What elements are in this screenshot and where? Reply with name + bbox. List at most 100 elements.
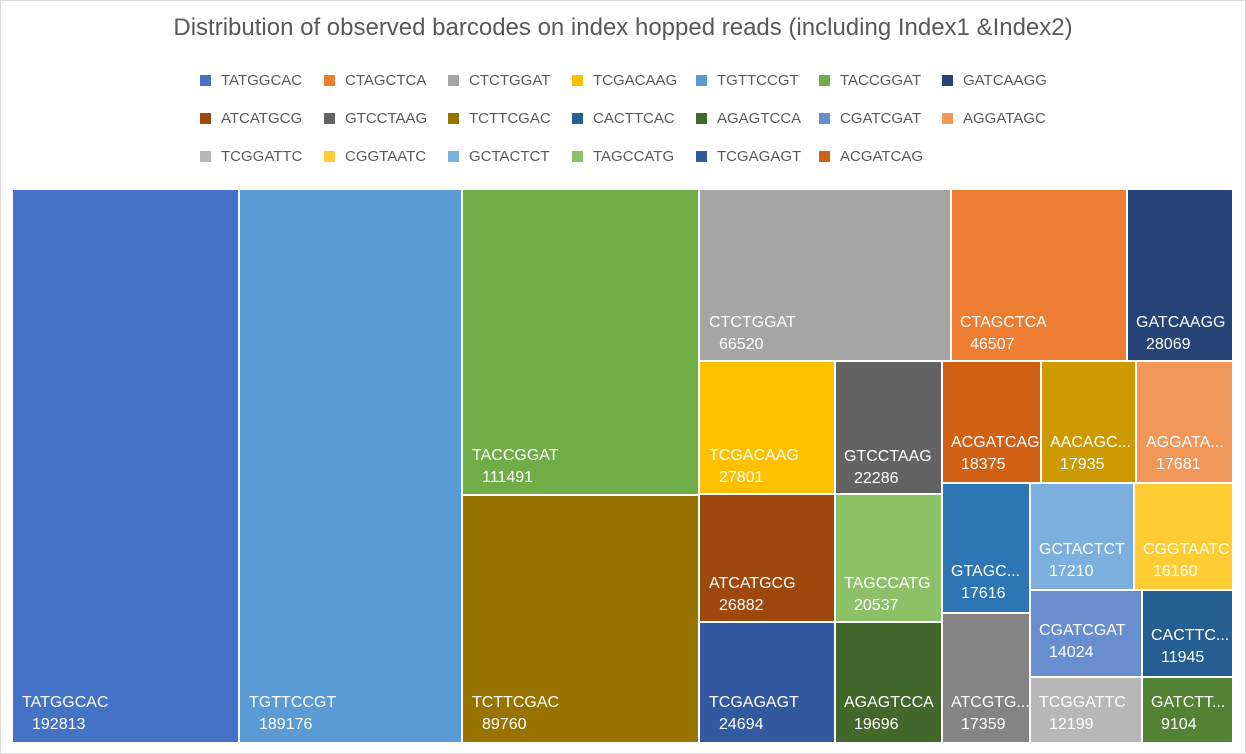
treemap-cell-rect bbox=[1143, 678, 1232, 742]
legend-label: TACCGGAT bbox=[840, 72, 922, 89]
legend-item: CGATCGAT bbox=[819, 110, 921, 127]
treemap-cell-rect bbox=[13, 190, 238, 742]
legend-swatch bbox=[200, 113, 211, 124]
treemap-cell: CACTTC... 11945 bbox=[1143, 591, 1232, 676]
treemap-cell-rect bbox=[1137, 362, 1232, 482]
legend-item: TACCGGAT bbox=[819, 72, 921, 89]
treemap-cell-rect bbox=[1143, 591, 1232, 676]
treemap-cell-label: ATCGTG... bbox=[951, 694, 1030, 711]
treemap-cell-value: 27801 bbox=[719, 469, 764, 486]
legend-item: CTCTGGAT bbox=[448, 72, 550, 89]
legend-item: AGGATAGC bbox=[942, 110, 1046, 127]
treemap-cell-label: TCGAGAGT bbox=[709, 694, 799, 711]
treemap-cell-rect bbox=[943, 484, 1029, 612]
treemap-cell: TAGCCATG 20537 bbox=[836, 495, 941, 621]
treemap-cell-rect bbox=[836, 623, 941, 742]
legend-item: TCGAGAGT bbox=[696, 148, 801, 165]
treemap-cell-rect bbox=[952, 190, 1126, 360]
treemap-cell-value: 24694 bbox=[719, 716, 764, 733]
legend-item: TCTTCGAC bbox=[448, 110, 551, 127]
legend-swatch bbox=[572, 151, 583, 162]
legend-swatch bbox=[200, 151, 211, 162]
legend-swatch bbox=[324, 75, 335, 86]
treemap-cell-value: 189176 bbox=[259, 716, 312, 733]
treemap-cell-value: 22286 bbox=[854, 470, 899, 487]
legend-swatch bbox=[324, 151, 335, 162]
treemap-cell-label: GTAGC... bbox=[951, 563, 1020, 580]
legend-label: TGTTCCGT bbox=[717, 72, 799, 89]
treemap-cell-value: 17616 bbox=[961, 585, 1006, 602]
treemap-cell: ATCGTG... 17359 bbox=[943, 614, 1030, 742]
treemap-cell-rect bbox=[1031, 591, 1141, 676]
treemap-cell-label: TACCGGAT bbox=[472, 447, 559, 464]
treemap-cell-label: TCGACAAG bbox=[709, 447, 799, 464]
treemap-cell-value: 9104 bbox=[1161, 716, 1197, 733]
treemap-cell-label: CACTTC... bbox=[1151, 627, 1229, 644]
treemap-cell-value: 11945 bbox=[1161, 649, 1204, 666]
legend-item: TAGCCATG bbox=[572, 148, 674, 165]
treemap-cell: TCGAGAGT 24694 bbox=[700, 623, 834, 742]
treemap-cell: TATGGCAC 192813 bbox=[13, 190, 238, 742]
legend-label: GATCAAGG bbox=[963, 72, 1047, 89]
treemap-cell-value: 12199 bbox=[1049, 716, 1094, 733]
treemap-cell: TACCGGAT 111491 bbox=[463, 190, 698, 494]
treemap-cell-value: 89760 bbox=[482, 716, 527, 733]
legend-label: AGGATAGC bbox=[963, 110, 1046, 127]
treemap-cell-rect bbox=[1031, 678, 1141, 742]
treemap-cell-label: AGGATA... bbox=[1146, 434, 1224, 451]
treemap-cell-label: AACAGC... bbox=[1050, 434, 1131, 451]
treemap-cell: CTCTGGAT 66520 bbox=[700, 190, 950, 360]
legend-item: CGGTAATC bbox=[324, 148, 426, 165]
legend-item: TCGGATTC bbox=[200, 148, 302, 165]
treemap-cell-label: CTCTGGAT bbox=[709, 314, 796, 331]
legend-swatch bbox=[942, 75, 953, 86]
treemap-cell-rect bbox=[1042, 362, 1135, 482]
treemap-cell-value: 192813 bbox=[32, 716, 85, 733]
legend-label: TCGACAAG bbox=[593, 72, 678, 89]
treemap-cell-value: 20537 bbox=[854, 597, 899, 614]
treemap-cell: CGGTAATC 16160 bbox=[1135, 484, 1232, 589]
treemap-cell-label: CGGTAATC bbox=[1143, 541, 1230, 558]
treemap-cell-value: 26882 bbox=[719, 597, 764, 614]
legend-item: AGAGTCCA bbox=[696, 110, 801, 127]
legend-item: GCTACTCT bbox=[448, 148, 550, 165]
treemap-cell-label: ACGATCAG bbox=[951, 434, 1040, 451]
treemap-cell-label: TCTTCGAC bbox=[472, 694, 559, 711]
legend: TATGGCAC CTAGCTCA CTCTGGAT TCGACAAG TGTTCCGT… bbox=[200, 70, 1100, 170]
legend-swatch bbox=[819, 113, 830, 124]
treemap-cell-value: 28069 bbox=[1146, 336, 1191, 353]
legend-swatch bbox=[572, 113, 583, 124]
treemap-cell-rect bbox=[836, 362, 941, 493]
treemap-cell-label: GATCTT... bbox=[1151, 694, 1225, 711]
legend-label: GCTACTCT bbox=[469, 148, 550, 165]
legend-item: TATGGCAC bbox=[200, 72, 302, 89]
treemap-cell-label: AGAGTCCA bbox=[844, 694, 934, 711]
treemap-cell-rect bbox=[1135, 484, 1232, 589]
treemap-cell-value: 111491 bbox=[482, 469, 533, 486]
legend-label: AGAGTCCA bbox=[717, 110, 802, 127]
legend-swatch bbox=[696, 113, 707, 124]
legend-swatch bbox=[696, 151, 707, 162]
treemap-cell-rect bbox=[1128, 190, 1232, 360]
treemap-cell: ATCATGCG 26882 bbox=[700, 495, 834, 621]
treemap-cell-value: 17681 bbox=[1156, 456, 1201, 473]
treemap-cell-value: 46507 bbox=[970, 336, 1015, 353]
treemap-cell: GTCCTAAG 22286 bbox=[836, 362, 941, 493]
treemap-cell: AACAGC... 17935 bbox=[1042, 362, 1135, 482]
treemap-cell-value: 17359 bbox=[961, 716, 1006, 733]
legend-label: TCTTCGAC bbox=[469, 110, 551, 127]
legend-swatch bbox=[942, 113, 953, 124]
treemap-cell-value: 18375 bbox=[961, 456, 1006, 473]
treemap-cell-label: CGATCGAT bbox=[1039, 622, 1126, 639]
treemap-cell: TCGGATTC 12199 bbox=[1031, 678, 1141, 742]
treemap-cell-value: 16160 bbox=[1153, 563, 1198, 580]
treemap-cell-label: GTCCTAAG bbox=[844, 448, 932, 465]
legend-swatch bbox=[448, 113, 459, 124]
treemap-cell: TCGACAAG 27801 bbox=[700, 362, 834, 493]
treemap-cell-rect bbox=[700, 362, 834, 493]
legend-item: CACTTCAC bbox=[572, 110, 675, 127]
treemap-cell-value: 66520 bbox=[719, 336, 764, 353]
legend-label: CGGTAATC bbox=[345, 148, 427, 165]
treemap-cell-rect bbox=[943, 614, 1029, 742]
